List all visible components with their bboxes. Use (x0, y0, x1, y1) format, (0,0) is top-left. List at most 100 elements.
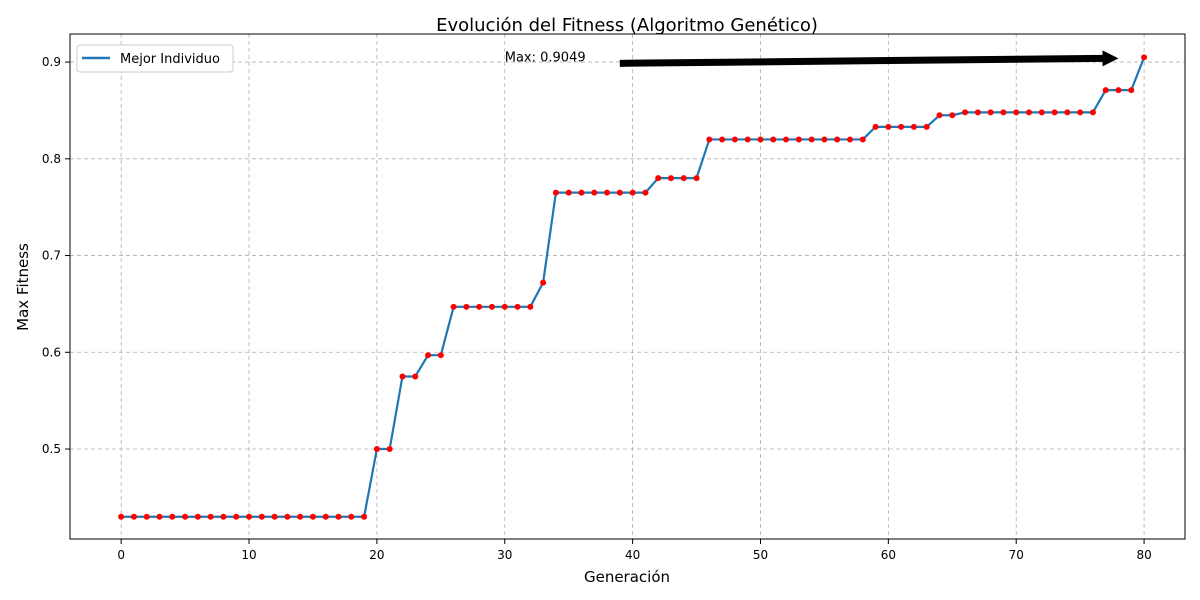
data-point (578, 189, 585, 196)
x-tick-label: 30 (497, 548, 512, 562)
data-point (399, 373, 406, 380)
data-point (795, 136, 802, 143)
data-point (297, 513, 304, 520)
data-point (271, 513, 278, 520)
data-point (604, 189, 611, 196)
data-point (373, 446, 380, 453)
x-tick-label: 0 (117, 548, 125, 562)
x-tick-label: 10 (241, 548, 256, 562)
data-point (949, 112, 956, 119)
series-layer (118, 54, 1148, 520)
data-point (182, 513, 189, 520)
data-point (476, 303, 483, 310)
data-point (859, 136, 866, 143)
max-annotation: Max: 0.9049 (505, 50, 1119, 67)
annotation-arrow-head (1102, 50, 1119, 67)
data-point (386, 446, 393, 453)
data-point (962, 109, 969, 116)
y-tick-label: 0.5 (42, 442, 61, 456)
data-point (309, 513, 316, 520)
data-point (322, 513, 329, 520)
data-point (898, 123, 905, 130)
data-point (744, 136, 751, 143)
data-point (642, 189, 649, 196)
data-point (194, 513, 201, 520)
x-tick-label: 80 (1136, 548, 1151, 562)
y-tick-label: 0.9 (42, 55, 61, 69)
data-point (156, 513, 163, 520)
annotation-text: Max: 0.9049 (505, 50, 586, 65)
x-tick-label: 60 (881, 548, 896, 562)
data-point (412, 373, 419, 380)
grid-lines (70, 34, 1185, 539)
x-axis: 0 10 20 30 40 50 60 70 80 (117, 539, 1152, 562)
data-point (1064, 109, 1071, 116)
data-point (246, 513, 253, 520)
data-point (1141, 54, 1148, 61)
y-axis: 0.5 0.6 0.7 0.8 0.9 (42, 55, 70, 456)
data-point (834, 136, 841, 143)
x-axis-label: Generación (584, 568, 670, 586)
data-point (731, 136, 738, 143)
legend: Mejor Individuo (76, 44, 234, 73)
data-point (910, 123, 917, 130)
data-point (361, 513, 368, 520)
data-point (1051, 109, 1058, 116)
y-tick-label: 0.8 (42, 152, 61, 166)
legend-label: Mejor Individuo (120, 52, 220, 67)
x-tick-label: 70 (1009, 548, 1024, 562)
y-tick-label: 0.7 (42, 249, 61, 263)
data-point (885, 123, 892, 130)
legend-box (76, 44, 234, 73)
data-point (808, 136, 815, 143)
data-point (348, 513, 355, 520)
data-point (783, 136, 790, 143)
data-point (1115, 87, 1122, 94)
x-tick-label: 20 (369, 548, 384, 562)
data-point (527, 303, 534, 310)
data-point (220, 513, 227, 520)
data-point (233, 513, 240, 520)
data-point (667, 175, 674, 182)
data-point (1038, 109, 1045, 116)
x-tick-label: 40 (625, 548, 640, 562)
data-point (616, 189, 623, 196)
data-point (719, 136, 726, 143)
data-point (1013, 109, 1020, 116)
plot-frame (69, 33, 1186, 540)
data-point (846, 136, 853, 143)
data-point (118, 513, 125, 520)
data-point (974, 109, 981, 116)
data-point (770, 136, 777, 143)
data-point (514, 303, 521, 310)
data-point (872, 123, 879, 130)
data-point (693, 175, 700, 182)
data-point (284, 513, 291, 520)
data-point (258, 513, 265, 520)
data-point (437, 352, 444, 359)
data-point (1128, 87, 1135, 94)
data-point (1102, 87, 1109, 94)
data-point (1089, 109, 1096, 116)
data-point (540, 279, 547, 286)
y-tick-label: 0.6 (42, 345, 61, 359)
x-tick-label: 50 (753, 548, 768, 562)
data-point (987, 109, 994, 116)
annotation-arrow-shaft (619, 54, 1103, 67)
data-point (169, 513, 176, 520)
data-point (1077, 109, 1084, 116)
data-point (936, 112, 943, 119)
data-point (680, 175, 687, 182)
data-point (923, 123, 930, 130)
data-point (591, 189, 598, 196)
data-point (821, 136, 828, 143)
data-point (1000, 109, 1007, 116)
data-point (565, 189, 572, 196)
data-point (488, 303, 495, 310)
data-point (450, 303, 457, 310)
data-point (501, 303, 508, 310)
data-point (1026, 109, 1033, 116)
data-point (655, 175, 662, 182)
data-point (706, 136, 713, 143)
